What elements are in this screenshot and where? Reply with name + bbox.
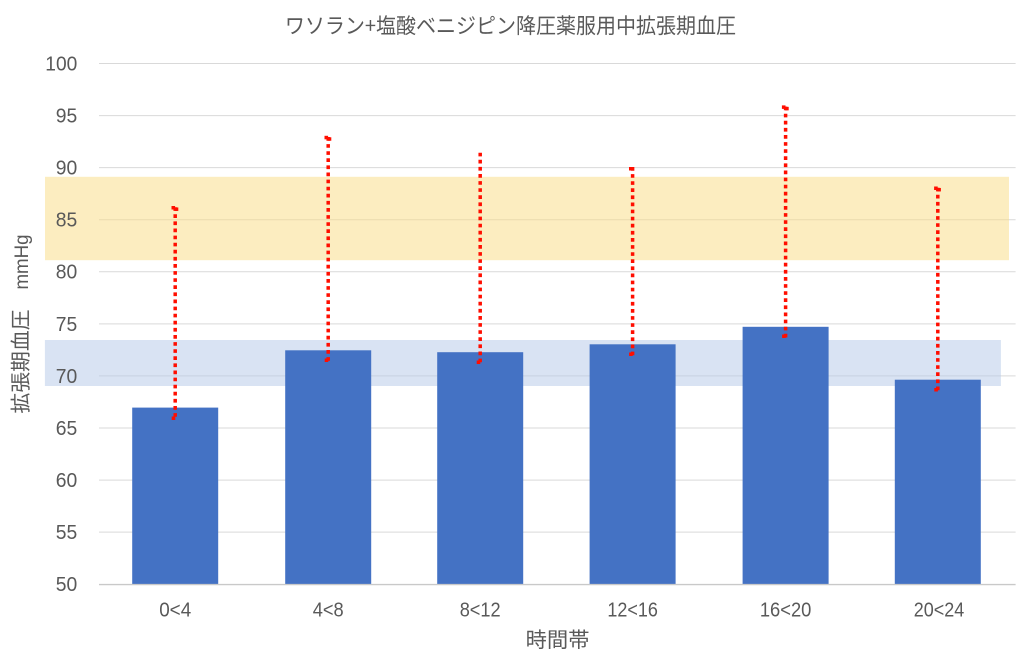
svg-text:90: 90 xyxy=(56,157,78,180)
svg-text:60: 60 xyxy=(56,469,78,492)
svg-text:70: 70 xyxy=(56,365,78,388)
svg-text:12<16: 12<16 xyxy=(607,598,658,621)
svg-text:0<4: 0<4 xyxy=(159,598,191,621)
svg-text:100: 100 xyxy=(45,52,77,75)
svg-text:85: 85 xyxy=(56,209,78,232)
svg-text:16<20: 16<20 xyxy=(760,598,812,621)
svg-text:75: 75 xyxy=(56,313,78,336)
svg-text:8<12: 8<12 xyxy=(460,598,501,621)
svg-text:80: 80 xyxy=(56,261,78,284)
svg-text:mmHg: mmHg xyxy=(11,235,33,290)
svg-text:20<24: 20<24 xyxy=(914,598,965,621)
svg-text:65: 65 xyxy=(56,417,78,440)
svg-text:4<8: 4<8 xyxy=(313,598,344,621)
svg-text:95: 95 xyxy=(56,105,78,128)
svg-text:50: 50 xyxy=(56,573,78,596)
svg-text:55: 55 xyxy=(56,521,78,544)
